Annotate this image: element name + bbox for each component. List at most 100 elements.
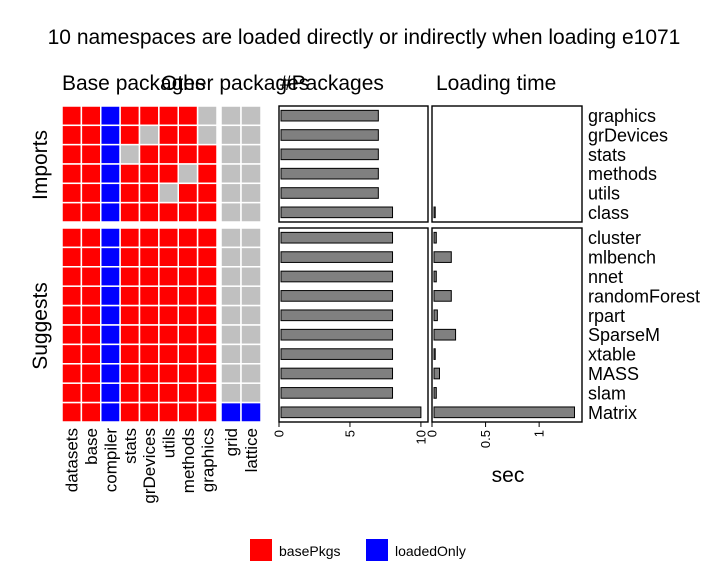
heatmap-cell	[177, 363, 199, 384]
heatmap-other	[220, 105, 262, 423]
heatmap-cell	[119, 304, 141, 326]
time-axis-label: sec	[492, 464, 525, 487]
heatmap-cell	[61, 124, 83, 146]
heatmap-cell	[196, 401, 218, 423]
heatmap-cell	[196, 105, 218, 127]
heatmap-cell	[61, 382, 83, 404]
heatmap-cell	[220, 227, 242, 249]
row-label: slam	[588, 383, 626, 403]
heatmap-cell	[177, 163, 199, 185]
heatmap-cell	[196, 201, 218, 223]
heatmap-cell	[196, 266, 218, 287]
heatmap-cell	[138, 163, 160, 185]
heatmap-cell	[61, 401, 83, 423]
group-label-imports: Imports	[29, 130, 52, 200]
heatmap-cell	[119, 227, 141, 249]
heatmap-cell	[80, 246, 102, 268]
count-axis-tick-label: 10	[413, 430, 428, 444]
heatmap-cell	[80, 285, 102, 307]
heatmap-cell	[80, 163, 102, 185]
heatmap-cell	[220, 182, 242, 204]
heatmap-cell	[138, 143, 160, 165]
column-label: graphics	[198, 428, 217, 492]
heatmap-cell	[158, 382, 179, 404]
heatmap-cell	[177, 324, 199, 346]
column-label: grid	[222, 428, 241, 456]
header-count: #Packages	[280, 72, 384, 95]
heatmap-cell	[240, 246, 262, 268]
column-label: lattice	[242, 428, 261, 472]
heatmap-cell	[100, 363, 121, 384]
legend-swatch	[250, 539, 272, 561]
heatmap-cell	[177, 124, 199, 146]
heatmap-cell	[220, 382, 242, 404]
column-label: datasets	[63, 428, 82, 492]
heatmap-cell	[196, 285, 218, 307]
time-bar	[433, 251, 452, 263]
time-bar	[433, 290, 452, 302]
heatmap-cell	[220, 285, 242, 307]
time-axis-tick-label: 0.5	[478, 430, 493, 448]
heatmap-cell	[240, 105, 262, 127]
heatmap-cell	[119, 182, 141, 204]
heatmap-cell	[196, 227, 218, 249]
header-base-packages: Base packages	[62, 72, 206, 95]
heatmap-cell	[240, 343, 262, 365]
heatmap-cell	[100, 143, 121, 165]
heatmap-cell	[138, 124, 160, 146]
heatmap-cell	[119, 401, 141, 423]
legend-label: basePkgs	[279, 543, 340, 559]
heatmap-cell	[220, 163, 242, 185]
heatmap-cell	[220, 105, 242, 127]
row-label: rpart	[588, 306, 625, 326]
row-label: utils	[588, 184, 620, 204]
heatmap-cell	[220, 401, 242, 423]
heatmap-cell	[177, 285, 199, 307]
count-bar	[280, 187, 379, 199]
heatmap-cell	[220, 363, 242, 384]
heatmap-cell	[61, 363, 83, 384]
heatmap-cell	[177, 304, 199, 326]
heatmap-cell	[61, 324, 83, 346]
heatmap-cell	[177, 401, 199, 423]
heatmap-cell	[80, 182, 102, 204]
heatmap-cell	[119, 285, 141, 307]
column-label: compiler	[101, 428, 120, 493]
heatmap-cell	[158, 143, 179, 165]
heatmap-cell	[240, 304, 262, 326]
time-panel-frame	[431, 105, 583, 223]
heatmap-cell	[80, 105, 102, 127]
time-bar	[433, 309, 438, 322]
heatmap-cell	[119, 343, 141, 365]
heatmap-cell	[220, 124, 242, 146]
heatmap-cell	[80, 201, 102, 223]
time-bar	[433, 367, 440, 380]
row-label: methods	[588, 164, 657, 184]
column-label: utils	[160, 428, 179, 458]
legend-swatch	[366, 539, 388, 561]
heatmap-cell	[100, 246, 121, 268]
time-bar	[433, 270, 437, 283]
count-bar	[280, 167, 379, 180]
count-panel-frame	[278, 227, 429, 423]
heatmap-cell	[240, 266, 262, 287]
heatmap-cell	[158, 401, 179, 423]
count-bar	[280, 206, 394, 219]
heatmap-cell	[220, 143, 242, 165]
heatmap-cell	[100, 324, 121, 346]
heatmap-cell	[119, 105, 141, 127]
heatmap-cell	[177, 143, 199, 165]
heatmap-cell	[119, 363, 141, 384]
count-bar	[280, 290, 394, 302]
heatmap-cell	[240, 163, 262, 185]
column-label: grDevices	[140, 428, 159, 504]
heatmap-cell	[80, 227, 102, 249]
heatmap-cell	[80, 382, 102, 404]
heatmap-cell	[119, 201, 141, 223]
row-label: mlbench	[588, 248, 656, 268]
count-panel-frame	[278, 105, 429, 223]
column-label: methods	[179, 428, 198, 493]
heatmap-cell	[240, 285, 262, 307]
count-bar	[280, 406, 422, 419]
